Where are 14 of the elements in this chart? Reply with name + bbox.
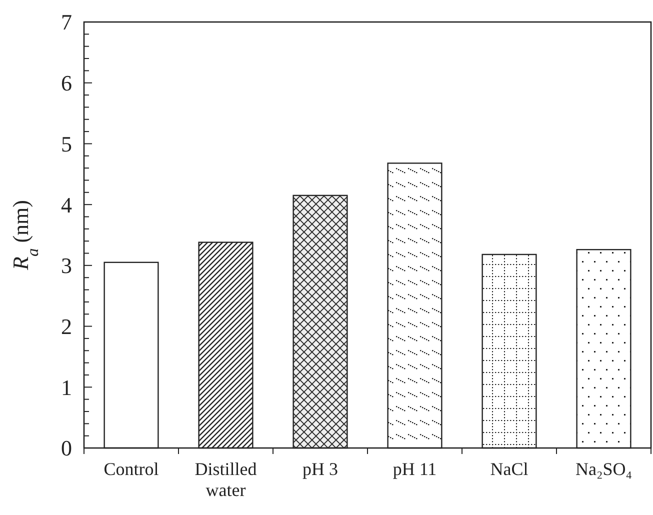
- y-tick-label: 0: [61, 436, 72, 461]
- x-tick-label: Control: [104, 459, 159, 479]
- x-tick-label: pH 3: [302, 459, 338, 479]
- y-tick-label: 4: [61, 192, 72, 218]
- y-tick-label: 6: [61, 70, 72, 96]
- y-tick-label: 7: [61, 10, 72, 35]
- x-tick-label: pH 11: [392, 459, 437, 479]
- y-tick-label: 3: [61, 253, 72, 278]
- x-tick-label: Distilled water: [194, 459, 257, 500]
- x-tick-label: NaCl: [490, 459, 528, 479]
- x-tick-label: Na₂SO₄: [575, 459, 632, 479]
- y-tick-label: 1: [61, 374, 72, 400]
- y-tick-label: 5: [61, 131, 72, 156]
- y-tick-label: 2: [61, 314, 72, 339]
